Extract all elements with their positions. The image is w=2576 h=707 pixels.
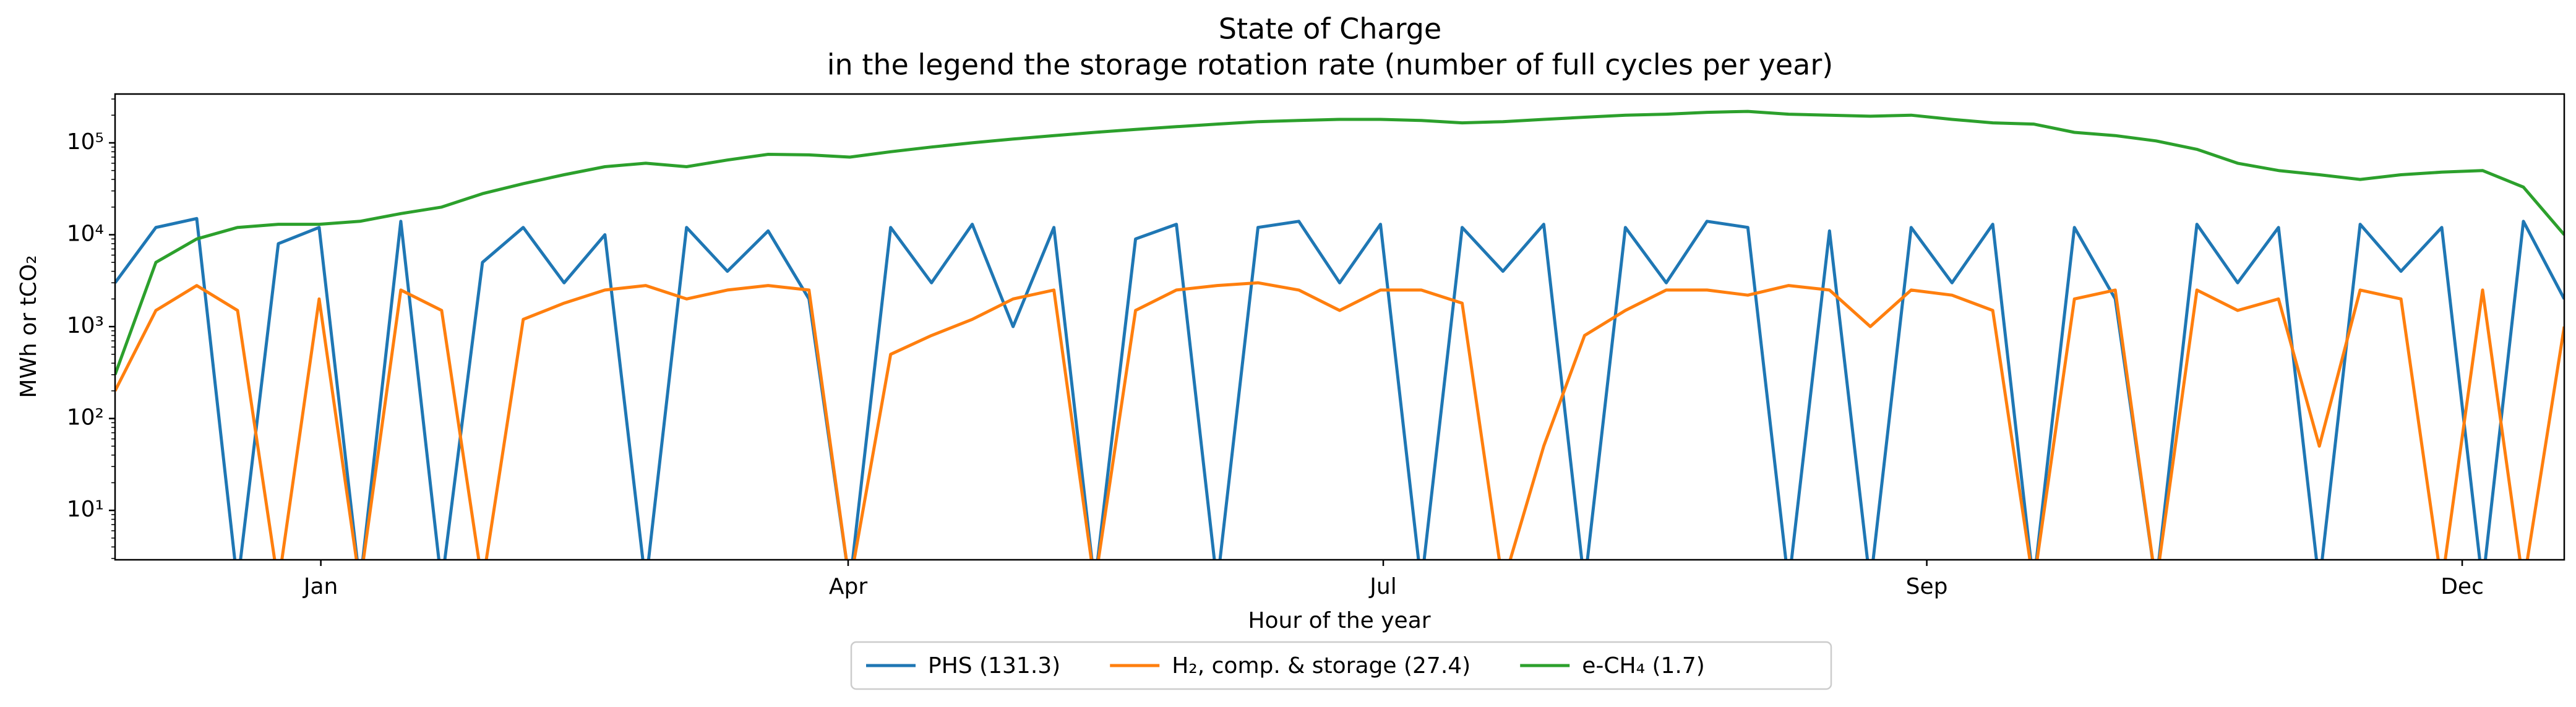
y-axis-label: MWh or tCO₂ [16,255,41,398]
x-axis-label: Hour of the year [1248,608,1430,633]
legend-label: PHS (131.3) [928,653,1060,679]
y-tick-label: 10⁵ [67,129,104,155]
legend-label: H₂, comp. & storage (27.4) [1172,653,1470,679]
x-tick-label: Sep [1906,574,1948,599]
legend-box [850,641,1832,690]
x-tick-label: Dec [2441,574,2484,599]
x-tick-label: Jul [1368,574,1396,599]
chart-subtitle: in the legend the storage rotation rate … [827,48,1833,82]
series-line [115,281,2564,560]
legend-label: e-CH₄ (1.7) [1582,653,1705,679]
y-tick-label: 10¹ [67,497,104,522]
y-tick-label: 10⁴ [67,221,104,246]
chart-title: State of Charge [1219,12,1441,46]
y-tick-label: 10² [67,405,104,431]
x-tick-label: Apr [829,574,867,599]
series-line [115,109,2564,375]
plot-area [115,109,2564,560]
series-line [115,216,2564,560]
x-tick-label: Jan [303,574,338,599]
y-tick-label: 10³ [67,313,104,338]
